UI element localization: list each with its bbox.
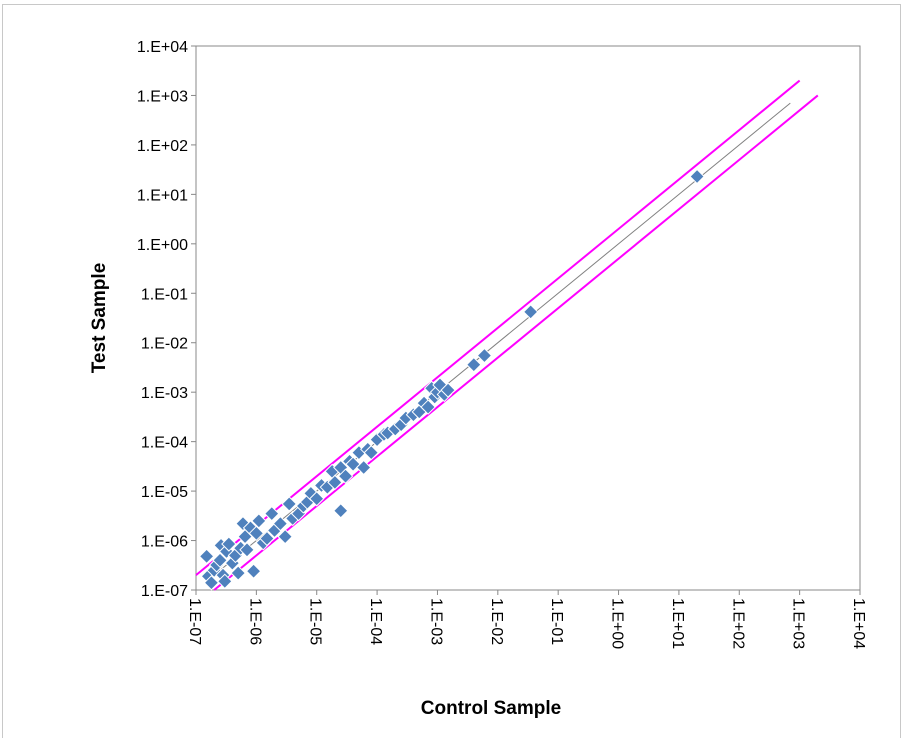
data-point <box>363 444 379 461</box>
y-tick-label: 1.E+01 <box>137 187 188 204</box>
x-axis-title: Control Sample <box>421 698 561 719</box>
data-point <box>245 563 262 579</box>
data-point <box>248 525 265 542</box>
data-point <box>355 459 372 476</box>
data-point <box>277 528 293 545</box>
data-point <box>221 536 237 552</box>
x-tick-label: 1.E-06 <box>246 598 263 645</box>
chart-frame <box>2 4 901 738</box>
y-tick-label: 1.E+02 <box>137 138 188 155</box>
x-tick-label: 1.E-07 <box>186 598 203 645</box>
y-tick-label: 1.E-06 <box>141 534 188 551</box>
data-point <box>230 565 246 581</box>
y-tick-label: 1.E+04 <box>137 39 188 56</box>
data-point <box>264 505 280 522</box>
data-point <box>272 515 289 532</box>
x-tick-label: 1.E-05 <box>307 598 324 645</box>
data-point <box>198 548 215 565</box>
x-tick-label: 1.E-03 <box>427 598 444 645</box>
x-axis-ticks: 1.E-07 1.E-06 1.E-05 1.E-04 1.E-03 1.E-02 1.E-… <box>186 590 867 649</box>
y-tick-label: 1.E-01 <box>141 286 188 303</box>
y-tick-label: 1.E-03 <box>141 385 188 402</box>
data-point <box>420 399 436 415</box>
data-point <box>466 356 482 373</box>
y-tick-label: 1.E-04 <box>141 435 188 452</box>
data-point <box>281 496 297 512</box>
x-tick-label: 1.E+04 <box>850 598 867 649</box>
x-tick-label: 1.E+00 <box>609 598 626 649</box>
data-point <box>309 491 325 507</box>
y-tick-label: 1.E-02 <box>141 336 188 353</box>
data-point <box>689 168 705 185</box>
data-point <box>203 575 220 591</box>
data-point <box>239 542 255 558</box>
data-point <box>327 474 343 491</box>
data-point <box>259 530 275 547</box>
data-point <box>251 513 267 529</box>
x-tick-label: 1.E+02 <box>729 598 746 649</box>
x-tick-label: 1.E+03 <box>790 598 807 649</box>
data-point <box>337 468 354 484</box>
data-point <box>212 552 228 568</box>
x-tick-label: 1.E-04 <box>367 598 384 645</box>
y-tick-label: 1.E+03 <box>137 88 188 105</box>
data-point <box>440 382 456 398</box>
data-point <box>522 304 539 320</box>
y-axis-title: Test Sample <box>89 263 110 374</box>
data-point <box>476 347 493 364</box>
y-axis-ticks: 1.E-07 1.E-06 1.E-05 1.E-04 1.E-03 1.E-02 1.E-… <box>137 39 196 600</box>
data-point <box>217 573 233 589</box>
data-point <box>333 503 349 519</box>
x-tick-label: 1.E-02 <box>488 598 505 645</box>
points-layer <box>198 168 705 591</box>
lower-bound-line <box>213 94 819 591</box>
y-tick-label: 1.E-07 <box>141 583 188 600</box>
y-tick-label: 1.E-05 <box>141 484 188 501</box>
x-tick-label: 1.E-01 <box>548 598 565 645</box>
upper-bound-line <box>195 79 801 576</box>
x-tick-label: 1.E+01 <box>669 598 686 649</box>
y-tick-label: 1.E+00 <box>137 237 188 254</box>
